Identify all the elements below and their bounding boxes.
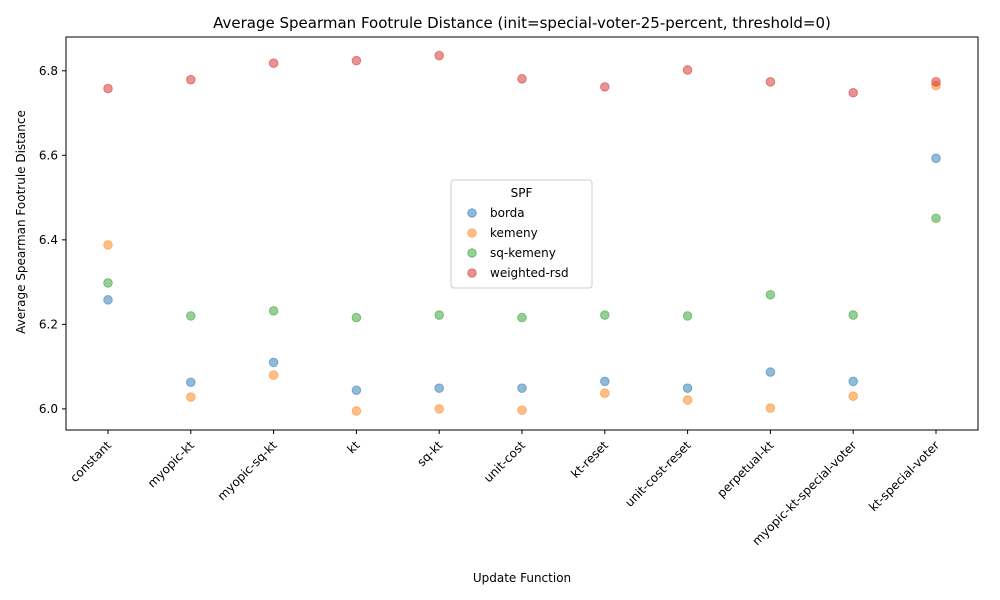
y-tick-label: 6.2 — [39, 317, 58, 331]
point-sq-kemeny-myopic-sq-kt — [268, 306, 279, 316]
y-tick-label: 6.4 — [39, 233, 58, 247]
point-borda-kt-reset — [600, 376, 610, 387]
x-axis-title: Update Function — [473, 571, 571, 585]
point-sq-kemeny-constant — [103, 278, 113, 288]
point-borda-sq-kt — [434, 383, 445, 393]
point-borda-myopic-sq-kt — [268, 357, 279, 368]
legend-label-weighted-rsd: weighted-rsd — [490, 266, 569, 280]
point-kemeny-kt — [351, 406, 362, 416]
y-axis-title: Average Spearman Footrule Distance — [14, 110, 28, 334]
point-sq-kemeny-myopic-kt — [186, 311, 196, 321]
point-kemeny-sq-kt — [434, 404, 445, 414]
legend-box — [450, 179, 593, 289]
point-weighted-rsd-perpetual-kt — [765, 76, 776, 87]
point-borda-myopic-kt — [186, 377, 196, 388]
y-tick-label: 6.8 — [39, 64, 58, 78]
point-weighted-rsd-kt-special-voter — [931, 76, 941, 87]
point-kemeny-unit-cost-reset — [682, 395, 693, 405]
point-sq-kemeny-myopic-kt-special-voter — [848, 310, 859, 320]
legend-label-sq-kemeny: sq-kemeny — [490, 246, 556, 260]
point-sq-kemeny-kt-reset — [600, 310, 610, 320]
point-sq-kemeny-kt — [351, 312, 362, 323]
point-borda-perpetual-kt — [765, 367, 776, 377]
point-kemeny-unit-cost — [517, 405, 527, 415]
legend-marker-kemeny — [467, 228, 477, 238]
legend-title: SPF — [511, 186, 533, 200]
point-borda-kt — [351, 385, 362, 396]
point-sq-kemeny-perpetual-kt — [765, 289, 776, 300]
point-weighted-rsd-myopic-sq-kt — [268, 58, 279, 69]
y-tick-label: 6.0 — [39, 402, 58, 416]
legend-marker-borda — [467, 208, 477, 218]
point-sq-kemeny-unit-cost — [517, 312, 527, 323]
point-borda-unit-cost — [517, 383, 527, 393]
point-borda-constant — [103, 295, 113, 305]
legend-marker-sq-kemeny — [467, 248, 477, 258]
point-kemeny-perpetual-kt — [765, 403, 776, 413]
legend: SPF borda kemeny sq-kemeny weighted-rsd — [450, 179, 593, 289]
plot-marks — [103, 50, 941, 416]
point-weighted-rsd-kt — [351, 55, 362, 66]
point-weighted-rsd-unit-cost-reset — [682, 65, 693, 75]
point-weighted-rsd-sq-kt — [434, 50, 445, 61]
point-sq-kemeny-sq-kt — [434, 310, 445, 320]
point-borda-unit-cost-reset — [682, 383, 693, 393]
point-borda-myopic-kt-special-voter — [848, 376, 859, 387]
y-axis: 6.0 6.2 6.4 6.6 6.8 — [39, 64, 66, 416]
legend-label-kemeny: kemeny — [490, 226, 538, 240]
point-borda-kt-special-voter — [931, 153, 941, 164]
legend-label-borda: borda — [490, 206, 525, 220]
point-kemeny-myopic-kt — [186, 392, 196, 402]
point-sq-kemeny-unit-cost-reset — [682, 311, 693, 321]
point-kemeny-myopic-sq-kt — [268, 370, 279, 380]
point-weighted-rsd-unit-cost — [517, 74, 527, 84]
y-tick-label: 6.6 — [39, 148, 58, 162]
point-weighted-rsd-myopic-kt — [186, 74, 196, 85]
point-weighted-rsd-kt-reset — [600, 82, 610, 92]
point-weighted-rsd-myopic-kt-special-voter — [848, 87, 859, 98]
point-weighted-rsd-constant — [103, 83, 113, 94]
legend-marker-weighted-rsd — [467, 268, 477, 278]
point-kemeny-kt-reset — [600, 388, 610, 399]
point-kemeny-constant — [103, 240, 113, 250]
chart-title: Average Spearman Footrule Distance (init… — [213, 14, 831, 32]
point-kemeny-myopic-kt-special-voter — [848, 391, 859, 401]
point-sq-kemeny-kt-special-voter — [931, 213, 941, 224]
